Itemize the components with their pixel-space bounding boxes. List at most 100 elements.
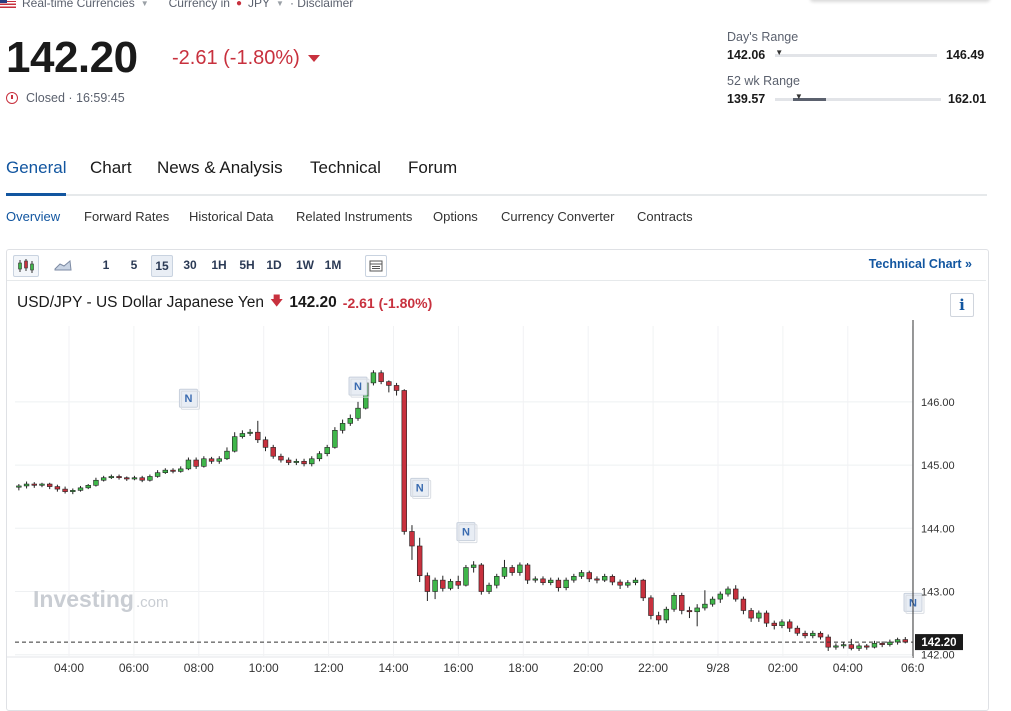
candle-up <box>178 468 184 472</box>
subtab-forward-rates[interactable]: Forward Rates <box>84 209 170 224</box>
candle-up <box>100 477 107 481</box>
x-tick-label: 12:00 <box>314 661 344 675</box>
candle-down <box>686 610 693 613</box>
chevron-down-icon[interactable]: ▼ <box>276 0 284 8</box>
interval-button-1h[interactable]: 1H <box>211 258 227 272</box>
x-tick-label: 9/28 <box>706 661 730 675</box>
candlestick-chart[interactable]: Investing .com NNNNN 146.00145.00144.001… <box>7 320 986 697</box>
settings-panel-icon[interactable] <box>365 255 387 277</box>
candle-down <box>285 459 292 463</box>
candle-down <box>640 579 646 599</box>
candle-up <box>856 645 862 649</box>
candle-up <box>23 483 30 487</box>
interval-button-1[interactable]: 1 <box>102 258 110 272</box>
chevron-down-icon[interactable]: ▼ <box>140 0 149 8</box>
subtab-historical-data[interactable]: Historical Data <box>189 209 274 224</box>
svg-text:N: N <box>354 381 362 393</box>
candle-up <box>632 579 639 583</box>
tab-chart[interactable]: Chart <box>90 158 132 177</box>
realtime-currencies-link[interactable]: Real-time Currencies <box>22 0 135 10</box>
x-tick-label: 04:00 <box>54 661 84 675</box>
status-text: Closed · 16:59:45 <box>26 91 125 105</box>
candle-up <box>77 487 84 491</box>
interval-button-15[interactable]: 15 <box>151 255 173 277</box>
candle-down <box>124 477 130 480</box>
x-tick-label: 20:00 <box>573 661 603 675</box>
days-range-label: Day's Range <box>727 30 799 44</box>
candle-up <box>625 582 631 586</box>
x-tick-label: 18:00 <box>508 661 538 675</box>
candle-down <box>262 439 269 448</box>
candle-down <box>46 483 53 487</box>
candle-up <box>756 612 762 619</box>
candle-up <box>601 576 608 581</box>
interval-button-1m[interactable]: 1M <box>324 258 342 272</box>
candle-down <box>648 597 654 616</box>
currency-info-bar: Real-time Currencies ▼ Currency in ● JPY… <box>0 0 353 11</box>
investing-watermark-suffix: .com <box>136 594 169 611</box>
interval-button-5[interactable]: 5 <box>130 258 138 272</box>
candle-up <box>370 372 377 384</box>
pair-name: USD/JPY - US Dollar Japanese Yen <box>17 294 264 311</box>
tab-forum[interactable]: Forum <box>408 158 458 177</box>
candle-up <box>85 485 91 489</box>
subtab-related-instruments[interactable]: Related Instruments <box>296 209 413 224</box>
news-marker-icon[interactable]: N <box>456 522 478 544</box>
news-marker-icon[interactable]: N <box>348 376 370 398</box>
candle-down <box>586 572 592 580</box>
x-tick-label: 02:00 <box>768 661 798 675</box>
disclaimer-link[interactable]: · Disclaimer <box>289 0 354 10</box>
x-tick-label: 04:00 <box>833 661 863 675</box>
candle-up <box>447 581 454 589</box>
candle-up <box>578 572 585 577</box>
interval-button-1d[interactable]: 1D <box>266 258 282 272</box>
candle-down <box>378 372 384 382</box>
candle-up <box>293 460 300 463</box>
candle-up <box>486 584 492 592</box>
chart-grid <box>15 326 914 656</box>
candle-up <box>717 593 723 600</box>
area-chart-icon[interactable] <box>51 255 75 275</box>
candle-up <box>694 607 700 613</box>
news-marker-icon[interactable]: N <box>178 388 200 410</box>
candlestick-chart-icon[interactable] <box>13 255 39 277</box>
52wk-range-bar: ▼ <box>775 92 941 101</box>
candle-up <box>840 644 847 647</box>
subtab-overview[interactable]: Overview <box>6 209 61 224</box>
news-markers: NNNNN <box>178 376 925 614</box>
candle-up <box>347 417 353 424</box>
subtab-options[interactable]: Options <box>433 209 478 224</box>
tab-general[interactable]: General <box>6 158 67 177</box>
y-tick-label: 142.00 <box>921 650 955 662</box>
interval-button-30[interactable]: 30 <box>183 258 197 272</box>
candle-up <box>185 459 192 470</box>
pair-price: 142.20 <box>289 294 337 311</box>
candle-down <box>655 615 662 621</box>
tab-news-analysis[interactable]: News & Analysis <box>157 158 283 177</box>
info-button[interactable]: i <box>950 293 974 317</box>
candle-down <box>879 643 885 645</box>
candle-up <box>332 430 338 448</box>
candle-up <box>725 588 731 595</box>
candle-down <box>386 381 392 386</box>
candle-up <box>131 477 138 480</box>
candle-down <box>771 622 777 626</box>
interval-button-1w[interactable]: 1W <box>296 258 314 272</box>
tab-technical[interactable]: Technical <box>310 158 381 177</box>
candle-up <box>494 576 500 586</box>
subtab-currency-converter[interactable]: Currency Converter <box>501 209 615 224</box>
candle-down <box>524 564 531 581</box>
subtab-contracts[interactable]: Contracts <box>637 209 693 224</box>
candle-down <box>794 627 801 634</box>
main-tabs: General Chart News & Analysis Technical … <box>6 155 987 196</box>
last-price-label: 142.20 <box>921 637 956 649</box>
candle-down <box>440 579 446 589</box>
candle-up <box>501 567 508 577</box>
currency-select[interactable]: JPY <box>248 0 271 10</box>
candle-up <box>571 576 577 581</box>
candle-down <box>864 645 870 648</box>
interval-button-5h[interactable]: 5H <box>239 258 255 272</box>
news-marker-icon[interactable]: N <box>410 477 432 499</box>
technical-chart-link[interactable]: Technical Chart » <box>868 257 972 271</box>
candle-up <box>833 645 839 648</box>
